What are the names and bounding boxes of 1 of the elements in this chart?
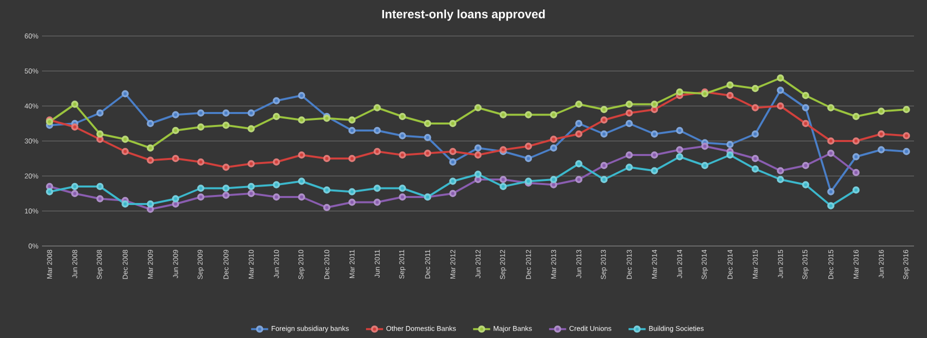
chart-title: Interest-only loans approved [382, 10, 545, 21]
